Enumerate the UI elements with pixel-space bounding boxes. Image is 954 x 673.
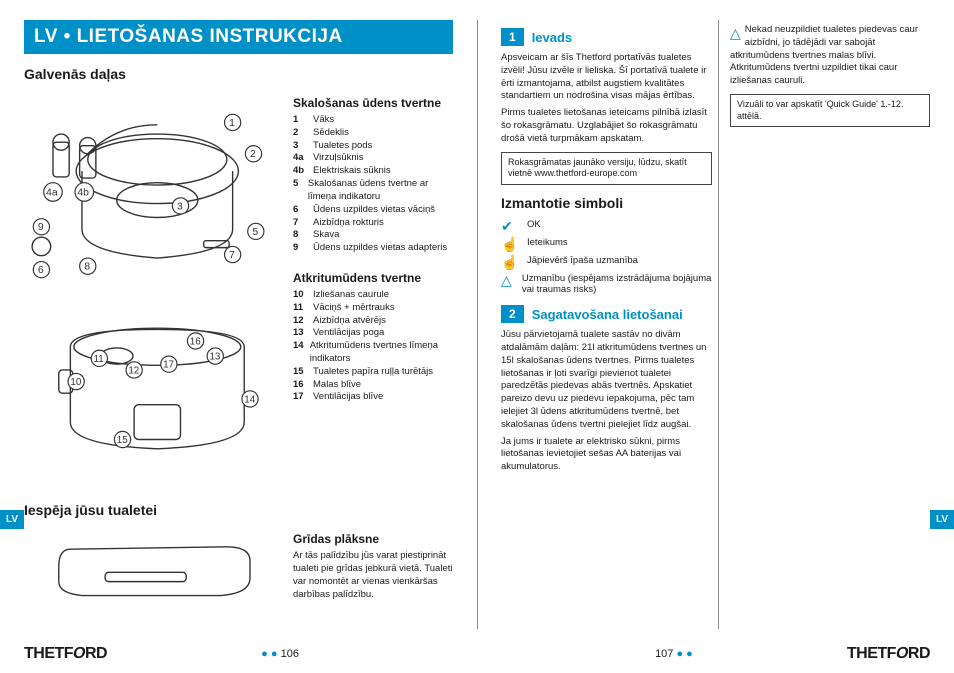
flush-tank-heading: Skalošanas ūdens tvertne: [293, 96, 453, 110]
brand-logo-right: THETFORD: [847, 645, 930, 663]
quickguide-note: Vizuāli to var apskatīt 'Quick Guide' 1.…: [730, 94, 930, 127]
section-2-title: Sagatavošana lietošanai: [532, 307, 683, 322]
waste-tank-heading: Atkritumūdens tvertne: [293, 271, 453, 285]
part-row: 11Vāciņš + mērtrauks: [293, 302, 453, 315]
part-row: 3Tualetes pods: [293, 140, 453, 153]
svg-text:17: 17: [163, 359, 174, 370]
floorplate-desc: Grīdas plāksne Ar tās palīdzību jūs vara…: [293, 526, 453, 610]
part-row: 16Malas blīve: [293, 379, 453, 392]
symbol-icon: ☝: [501, 255, 519, 269]
intro-p2: Pirms tualetes lietošanas ieteicams piln…: [501, 107, 712, 145]
section-2-num: 2: [501, 305, 524, 323]
part-row: 4bElektriskais sūknis: [293, 165, 453, 178]
flush-tank-list: 1Vāks2Sēdeklis3Tualetes pods4aVirzuļsūkn…: [293, 114, 453, 255]
symbols-list: ✔OK ☝Ieteikums ☝Jāpievērš īpaša uzmanība △U…: [501, 219, 712, 295]
svg-text:4a: 4a: [46, 187, 58, 198]
part-row: 5Skalošanas ūdens tvertne ar līmeņa indi…: [293, 178, 453, 204]
section-2-header: 2 Sagatavošana lietošanai: [501, 305, 712, 323]
part-row: 14Atkritumūdens tvertnes līmeņa indikato…: [293, 340, 453, 366]
part-row: 15Tualetes papīra ruļļa turētājs: [293, 366, 453, 379]
manual-url-note: Rokasgrāmatas jaunāko versiju, lūdzu, sk…: [501, 152, 712, 185]
part-row: 6Ūdens uzpildes vietas vāciņš: [293, 204, 453, 217]
diagram-waste-tank: 10 11 12 13 14 15 16 17: [24, 312, 279, 489]
svg-text:16: 16: [190, 336, 201, 347]
symbol-icon: △: [501, 273, 514, 287]
part-row: 9Ūdens uzpildes vietas adapteris: [293, 242, 453, 255]
svg-text:10: 10: [70, 377, 81, 388]
svg-text:3: 3: [177, 201, 183, 212]
heading-main-parts: Galvenās daļas: [24, 66, 453, 82]
page-left: LV • LIETOŠANAS INSTRUKCIJA Galvenās daļ…: [0, 0, 477, 673]
part-row: 10Izliešanas caurule: [293, 289, 453, 302]
section-1-header: 1 Ievads: [501, 28, 712, 46]
diagram-floorplate: [24, 526, 279, 610]
symbols-heading: Izmantotie simboli: [501, 195, 712, 211]
svg-text:5: 5: [252, 227, 258, 238]
page-number-right: 107 ● ●: [501, 648, 847, 660]
symbol-row: ✔OK: [501, 219, 712, 233]
floorplate-text: Ar tās palīdzību jūs varat piestiprināt …: [293, 550, 453, 601]
doc-title: LV • LIETOŠANAS INSTRUKCIJA: [24, 20, 453, 54]
symbol-icon: ✔: [501, 219, 519, 233]
intro-p1: Apsveicam ar šīs Thetford portatīvās tua…: [501, 52, 712, 103]
part-row: 12Aizbīdņa atvērējs: [293, 315, 453, 328]
svg-text:11: 11: [94, 353, 104, 364]
svg-text:8: 8: [84, 262, 90, 273]
section-1-title: Ievads: [532, 30, 572, 45]
symbol-icon: ☝: [501, 237, 519, 251]
page-right: 1 Ievads Apsveicam ar šīs Thetford porta…: [477, 0, 954, 673]
prep-p1: Jūsu pārvietojamā tualete sastāv no divā…: [501, 329, 712, 432]
svg-text:2: 2: [250, 149, 256, 160]
waste-tank-list: 10Izliešanas caurule11Vāciņš + mērtrauks…: [293, 289, 453, 404]
part-row: 2Sēdeklis: [293, 127, 453, 140]
svg-text:6: 6: [38, 265, 44, 276]
part-row: 8Skava: [293, 229, 453, 242]
svg-text:1: 1: [229, 118, 235, 129]
svg-text:15: 15: [117, 435, 128, 446]
brand-logo-left: THETFORD: [24, 645, 107, 663]
warning-icon: △: [730, 24, 741, 43]
svg-text:12: 12: [128, 365, 139, 376]
warning-text: △ Nekad neuzpildiet tualetes piedevas ca…: [730, 24, 930, 88]
part-row: 13Ventilācijas poga: [293, 327, 453, 340]
prep-p2: Ja jums ir tualete ar elektrisko sūkni, …: [501, 436, 712, 474]
svg-text:14: 14: [244, 394, 255, 405]
svg-text:9: 9: [38, 222, 44, 233]
part-row: 4aVirzuļsūknis: [293, 152, 453, 165]
diagram-upper-tank: 1 2 3 4a 4b 5 6 7 8 9: [24, 90, 279, 302]
floorplate-heading: Grīdas plāksne: [293, 532, 453, 546]
svg-text:13: 13: [209, 351, 220, 362]
part-row: 7Aizbīdņa rokturis: [293, 217, 453, 230]
page-number-left: ● ● 106: [107, 648, 453, 660]
right-column-divider: [718, 20, 719, 629]
part-row: 17Ventilācijas blīve: [293, 391, 453, 404]
symbol-row: ☝Ieteikums: [501, 237, 712, 251]
symbol-row: △Uzmanību (iespējams izstrādājuma bojāju…: [501, 273, 712, 295]
diagram-column: 1 2 3 4a 4b 5 6 7 8 9 10 11: [24, 90, 279, 498]
part-row: 1Vāks: [293, 114, 453, 127]
section-1-num: 1: [501, 28, 524, 46]
svg-text:4b: 4b: [77, 187, 89, 198]
parts-list-column: Skalošanas ūdens tvertne 1Vāks2Sēdeklis3…: [293, 90, 453, 498]
symbol-row: ☝Jāpievērš īpaša uzmanība: [501, 255, 712, 269]
heading-option: Iespēja jūsu tualetei: [24, 502, 453, 518]
svg-text:7: 7: [229, 250, 235, 261]
